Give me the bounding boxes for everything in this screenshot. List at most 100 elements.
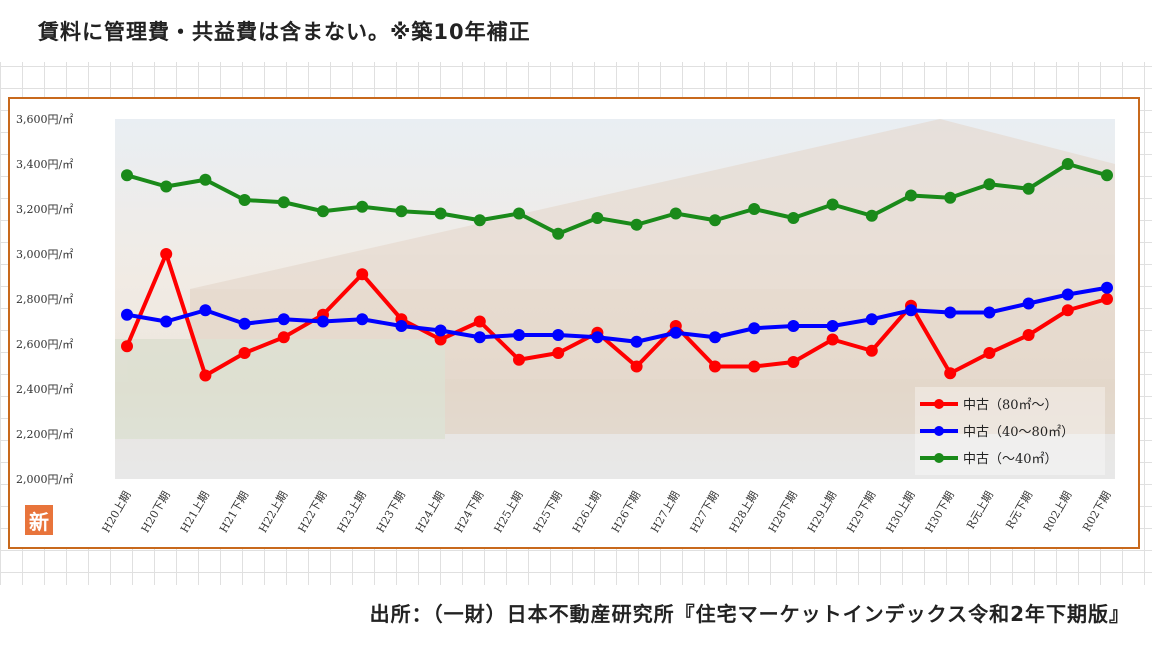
x-tick-label: H25上期: [492, 489, 526, 535]
data-point: [434, 333, 447, 346]
data-point: [552, 329, 565, 341]
x-tick-label: R元下期: [1003, 489, 1035, 531]
x-tick-label: H28下期: [766, 489, 800, 535]
data-point: [669, 326, 682, 339]
x-tick-label: H20上期: [100, 489, 134, 535]
building-photo-backdrop: [115, 119, 1115, 479]
x-tick-label: H22下期: [296, 489, 330, 535]
title-band: [0, 0, 1152, 62]
data-point: [277, 313, 290, 326]
data-point: [826, 333, 839, 346]
data-point: [905, 189, 917, 202]
x-tick-label: H29上期: [805, 489, 839, 535]
x-tick-label: H26上期: [570, 489, 604, 535]
y-tick-label: 2,800円/㎡: [16, 293, 73, 306]
y-tick-label: 3,400円/㎡: [16, 158, 73, 171]
x-tick-label: H25下期: [531, 489, 565, 535]
data-point: [238, 347, 251, 359]
data-point: [944, 367, 957, 380]
data-point: [199, 369, 212, 382]
x-tick-label: R02上期: [1041, 489, 1074, 534]
data-point: [473, 331, 486, 344]
x-tick-label: H24下期: [452, 489, 486, 535]
data-point: [238, 194, 251, 206]
data-point: [160, 180, 173, 193]
legend-swatch-dot: [934, 426, 944, 436]
data-point: [1022, 182, 1035, 195]
x-tick-label: H28上期: [727, 489, 761, 535]
data-point: [160, 315, 173, 328]
x-tick-label: R02下期: [1080, 489, 1113, 534]
data-point: [787, 320, 800, 332]
y-tick-label: 2,600円/㎡: [16, 338, 73, 351]
x-tick-label: H30上期: [884, 489, 918, 535]
data-point: [669, 207, 682, 220]
x-tick-label: H21下期: [217, 489, 251, 535]
data-point: [199, 304, 212, 317]
data-point: [121, 308, 133, 321]
data-point: [709, 360, 721, 373]
data-point: [630, 335, 643, 348]
page-title: 賃料に管理費・共益費は含まない。※築10年補正: [38, 20, 531, 44]
y-tick-label: 2,000円/㎡: [16, 473, 73, 486]
data-point: [983, 306, 996, 319]
data-point: [1022, 329, 1035, 341]
x-tick-label: R元上期: [964, 489, 996, 531]
data-point: [826, 198, 839, 211]
data-point: [552, 227, 565, 240]
data-point: [356, 268, 369, 281]
data-point: [513, 207, 525, 220]
data-point: [983, 178, 996, 191]
legend-label: 中古（40～80㎡）: [963, 425, 1074, 440]
x-tick-label: H20下期: [139, 489, 173, 535]
x-axis: H20上期 H20下期 H21上期 H21下期 H22上期 H22下期 H23上期 H23下期…: [100, 489, 1114, 535]
series-layer: [121, 158, 1113, 382]
data-point: [1101, 169, 1113, 182]
data-point: [748, 322, 761, 335]
data-point: [865, 344, 878, 357]
data-point: [356, 313, 369, 326]
source-caption: 出所：（一財）日本不動産研究所『住宅マーケットインデックス令和2年下期版』: [369, 602, 1130, 626]
data-point: [1022, 297, 1035, 310]
data-point: [395, 320, 408, 332]
data-point: [356, 200, 369, 213]
data-point: [552, 347, 565, 359]
legend-label: 中古（～40㎡）: [963, 452, 1058, 467]
x-tick-label: H29下期: [844, 489, 878, 535]
data-point: [983, 347, 996, 359]
data-point: [513, 353, 525, 366]
data-point: [748, 203, 761, 215]
data-point: [513, 329, 525, 341]
data-point: [591, 331, 604, 344]
data-point: [1061, 304, 1074, 317]
data-point: [277, 196, 290, 209]
data-point: [1061, 288, 1074, 301]
data-point: [709, 331, 721, 344]
series-line: [126, 162, 1108, 236]
x-tick-label: H26下期: [609, 489, 643, 535]
y-tick-label: 2,400円/㎡: [16, 383, 73, 396]
data-point: [121, 169, 133, 182]
data-point: [905, 304, 917, 317]
data-point: [395, 205, 408, 218]
legend-swatch-dot: [934, 453, 944, 463]
data-point: [748, 360, 761, 373]
chart-frame: 2,000円/㎡ 2,200円/㎡ 2,400円/㎡ 2,600円/㎡ 2,800円/㎡…: [8, 97, 1140, 549]
legend-swatch-dot: [934, 399, 944, 409]
data-point: [473, 315, 486, 328]
x-tick-label: H23下期: [374, 489, 408, 535]
data-point: [199, 173, 212, 186]
legend-label: 中古（80㎡～）: [963, 398, 1058, 413]
x-tick-label: H21上期: [178, 489, 212, 535]
x-tick-label: H30下期: [923, 489, 957, 535]
data-point: [787, 356, 800, 368]
chart-legend: 中古（80㎡～） 中古（40～80㎡） 中古（～40㎡）: [915, 387, 1105, 475]
y-tick-label: 3,200円/㎡: [16, 203, 73, 216]
y-tick-label: 3,000円/㎡: [16, 248, 73, 261]
data-point: [121, 340, 133, 353]
data-point: [709, 214, 721, 227]
data-point: [473, 214, 486, 227]
data-point: [1101, 293, 1113, 305]
data-point: [277, 331, 290, 344]
x-tick-label: H24上期: [413, 489, 447, 535]
